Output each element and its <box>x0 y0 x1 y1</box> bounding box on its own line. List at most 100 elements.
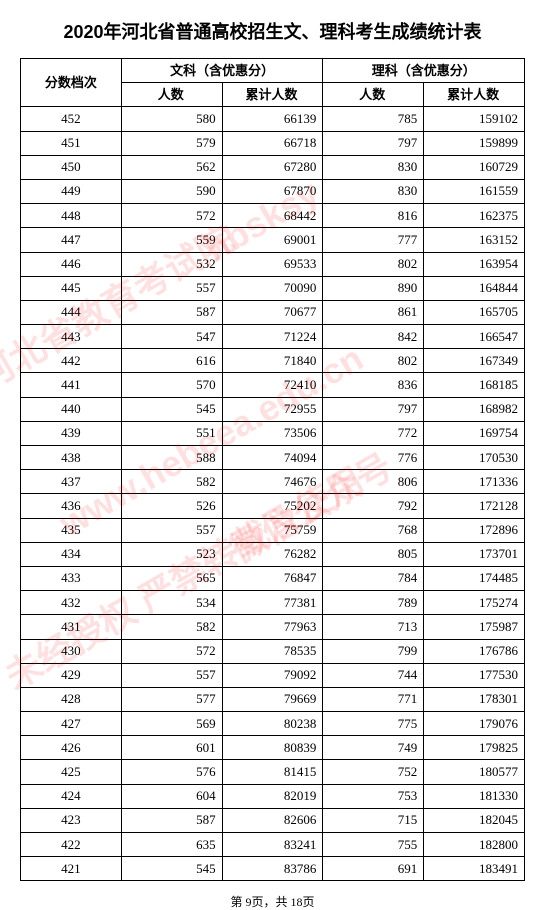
cell-value: 68442 <box>222 204 323 228</box>
cell-value: 75759 <box>222 518 323 542</box>
cell-value: 777 <box>323 228 424 252</box>
cell-value: 557 <box>121 663 222 687</box>
cell-value: 72410 <box>222 373 323 397</box>
cell-value: 73506 <box>222 421 323 445</box>
cell-value: 805 <box>323 542 424 566</box>
cell-value: 523 <box>121 542 222 566</box>
cell-value: 582 <box>121 615 222 639</box>
cell-score: 428 <box>21 687 122 711</box>
cell-value: 182800 <box>424 833 525 857</box>
table-row: 42857779669771178301 <box>21 687 525 711</box>
header-wenke-count: 人数 <box>121 83 222 107</box>
header-score: 分数档次 <box>21 59 122 107</box>
cell-value: 67870 <box>222 179 323 203</box>
cell-value: 161559 <box>424 179 525 203</box>
cell-score: 421 <box>21 857 122 881</box>
cell-value: 771 <box>323 687 424 711</box>
table-row: 43356576847784174485 <box>21 566 525 590</box>
cell-value: 66718 <box>222 131 323 155</box>
table-row: 43555775759768172896 <box>21 518 525 542</box>
cell-value: 789 <box>323 591 424 615</box>
table-row: 44261671840802167349 <box>21 349 525 373</box>
cell-value: 744 <box>323 663 424 687</box>
cell-value: 588 <box>121 446 222 470</box>
cell-score: 443 <box>21 325 122 349</box>
cell-value: 830 <box>323 179 424 203</box>
cell-value: 69001 <box>222 228 323 252</box>
cell-value: 559 <box>121 228 222 252</box>
cell-value: 715 <box>323 808 424 832</box>
cell-value: 176786 <box>424 639 525 663</box>
cell-value: 775 <box>323 712 424 736</box>
cell-value: 836 <box>323 373 424 397</box>
cell-value: 82606 <box>222 808 323 832</box>
cell-value: 178301 <box>424 687 525 711</box>
header-wenke: 文科（含优惠分） <box>121 59 323 83</box>
cell-value: 713 <box>323 615 424 639</box>
header-like: 理科（含优惠分） <box>323 59 525 83</box>
cell-value: 749 <box>323 736 424 760</box>
table-row: 42358782606715182045 <box>21 808 525 832</box>
cell-value: 587 <box>121 300 222 324</box>
cell-value: 159899 <box>424 131 525 155</box>
header-wenke-cumul: 累计人数 <box>222 83 323 107</box>
table-container: 分数档次 文科（含优惠分） 理科（含优惠分） 人数 累计人数 人数 累计人数 4… <box>0 58 545 881</box>
cell-score: 432 <box>21 591 122 615</box>
cell-value: 616 <box>121 349 222 373</box>
cell-value: 532 <box>121 252 222 276</box>
table-row: 45258066139785159102 <box>21 107 525 131</box>
cell-score: 440 <box>21 397 122 421</box>
table-row: 43858874094776170530 <box>21 446 525 470</box>
cell-value: 164844 <box>424 276 525 300</box>
table-row: 43158277963713175987 <box>21 615 525 639</box>
table-row: 43253477381789175274 <box>21 591 525 615</box>
cell-value: 70090 <box>222 276 323 300</box>
cell-value: 172128 <box>424 494 525 518</box>
cell-value: 768 <box>323 518 424 542</box>
cell-value: 604 <box>121 784 222 808</box>
cell-value: 81415 <box>222 760 323 784</box>
cell-value: 861 <box>323 300 424 324</box>
cell-value: 172896 <box>424 518 525 542</box>
cell-value: 842 <box>323 325 424 349</box>
cell-value: 71224 <box>222 325 323 349</box>
cell-score: 441 <box>21 373 122 397</box>
cell-value: 691 <box>323 857 424 881</box>
table-row: 42154583786691183491 <box>21 857 525 881</box>
cell-score: 436 <box>21 494 122 518</box>
cell-score: 451 <box>21 131 122 155</box>
cell-value: 577 <box>121 687 222 711</box>
cell-value: 806 <box>323 470 424 494</box>
cell-value: 75202 <box>222 494 323 518</box>
table-row: 43758274676806171336 <box>21 470 525 494</box>
cell-score: 439 <box>21 421 122 445</box>
table-row: 42557681415752180577 <box>21 760 525 784</box>
table-row: 43452376282805173701 <box>21 542 525 566</box>
cell-score: 429 <box>21 663 122 687</box>
cell-value: 579 <box>121 131 222 155</box>
page-title: 2020年河北省普通高校招生文、理科考生成绩统计表 <box>0 0 545 58</box>
cell-value: 572 <box>121 204 222 228</box>
cell-value: 168185 <box>424 373 525 397</box>
cell-value: 174485 <box>424 566 525 590</box>
cell-value: 69533 <box>222 252 323 276</box>
cell-value: 79669 <box>222 687 323 711</box>
cell-value: 177530 <box>424 663 525 687</box>
cell-value: 601 <box>121 736 222 760</box>
cell-value: 816 <box>323 204 424 228</box>
cell-value: 576 <box>121 760 222 784</box>
cell-value: 755 <box>323 833 424 857</box>
cell-value: 173701 <box>424 542 525 566</box>
cell-value: 587 <box>121 808 222 832</box>
cell-value: 582 <box>121 470 222 494</box>
cell-value: 526 <box>121 494 222 518</box>
cell-value: 776 <box>323 446 424 470</box>
cell-value: 830 <box>323 155 424 179</box>
table-row: 42460482019753181330 <box>21 784 525 808</box>
cell-value: 77963 <box>222 615 323 639</box>
cell-value: 547 <box>121 325 222 349</box>
cell-value: 171336 <box>424 470 525 494</box>
cell-value: 175987 <box>424 615 525 639</box>
cell-value: 572 <box>121 639 222 663</box>
cell-score: 445 <box>21 276 122 300</box>
